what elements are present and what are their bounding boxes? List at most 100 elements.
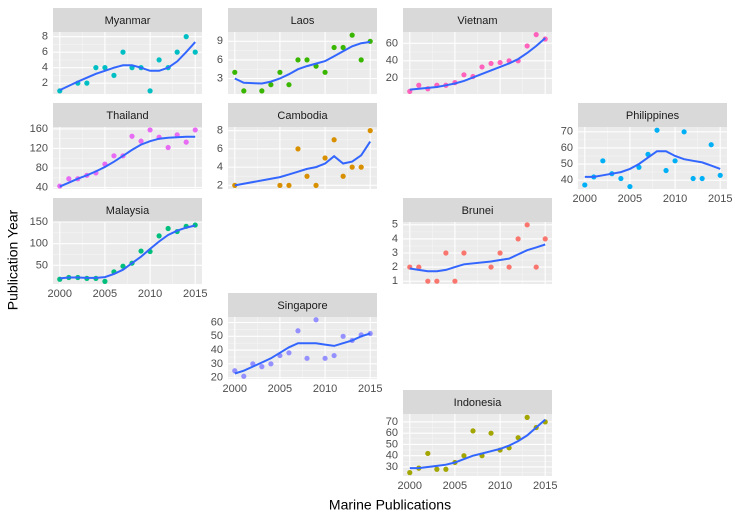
point: [331, 44, 337, 51]
point: [699, 175, 705, 182]
point: [174, 132, 180, 138]
y-tick-label: 5: [392, 219, 398, 231]
point: [120, 49, 126, 55]
point: [147, 127, 153, 133]
y-tick-label: 80: [36, 162, 48, 174]
point: [524, 43, 530, 49]
strip-bg: [403, 198, 552, 222]
point: [111, 72, 117, 78]
point: [322, 355, 328, 361]
point: [627, 183, 633, 190]
x-tick-label: 2000: [223, 383, 247, 395]
panel: Myanmar 2 4 6 8: [42, 8, 202, 94]
point: [479, 64, 485, 70]
point: [295, 328, 301, 334]
point: [340, 44, 346, 51]
strip-bg: [578, 103, 727, 127]
x-tick-label: 2000: [48, 288, 72, 300]
point: [425, 278, 431, 284]
x-tick-label: 2005: [443, 480, 467, 492]
strip-bg: [53, 8, 202, 32]
point: [681, 129, 687, 135]
y-tick-label: 100: [30, 238, 48, 250]
point: [241, 88, 247, 94]
point: [690, 175, 696, 182]
x-tick-label: 2000: [398, 480, 422, 492]
x-axis-title: Marine Publications: [329, 497, 451, 513]
x-tick-label: 2015: [183, 288, 207, 300]
point: [533, 32, 539, 38]
point: [156, 57, 162, 63]
strip-bg: [403, 8, 552, 32]
point: [349, 164, 355, 170]
point: [313, 317, 319, 323]
point: [259, 88, 265, 94]
x-tick-label: 2000: [573, 193, 597, 205]
strip-bg: [403, 390, 552, 414]
point: [322, 69, 328, 75]
point: [488, 264, 494, 270]
strip-bg: [228, 8, 377, 32]
y-tick-label: 40: [386, 450, 398, 462]
y-tick-label: 60: [561, 142, 573, 154]
panel: Malaysia 50 100 150 2000 2005 2010 2015: [30, 198, 207, 300]
y-tick-label: 6: [217, 54, 223, 66]
point: [434, 466, 440, 472]
point: [192, 49, 198, 55]
point: [129, 133, 135, 139]
strip-label: Laos: [291, 15, 315, 27]
y-tick-label: 60: [386, 427, 398, 439]
point: [515, 435, 521, 441]
point: [102, 278, 108, 284]
fit-line: [234, 40, 371, 85]
strip-label: Philippines: [626, 110, 680, 122]
point: [165, 225, 171, 232]
fit-line: [59, 224, 196, 280]
point: [618, 175, 624, 182]
x-tick-label: 2015: [533, 480, 557, 492]
y-tick-label: 40: [36, 181, 48, 193]
point: [582, 182, 588, 188]
point: [120, 263, 126, 269]
point: [452, 278, 458, 284]
strip-bg: [228, 103, 377, 127]
y-tick-label: 40: [386, 55, 398, 67]
fit-line: [409, 37, 546, 91]
y-tick-label: 50: [386, 438, 398, 450]
point: [497, 59, 503, 66]
point: [672, 158, 678, 164]
y-tick-label: 3: [217, 72, 223, 84]
panel: Laos 3 6 9: [217, 8, 377, 94]
y-tick-label: 9: [217, 35, 223, 47]
point: [340, 333, 346, 339]
x-tick-label: 2015: [708, 193, 732, 205]
point: [358, 57, 364, 63]
point: [349, 32, 355, 38]
strip-bg: [53, 198, 202, 222]
point: [470, 428, 476, 434]
y-tick-label: 20: [386, 72, 398, 84]
y-tick-label: 4: [392, 233, 398, 245]
fit-line: [409, 418, 546, 470]
point: [183, 139, 189, 145]
x-tick-label: 2010: [488, 480, 512, 492]
strip-label: Singapore: [277, 300, 327, 312]
y-tick-label: 70: [386, 416, 398, 428]
fit-line: [409, 243, 546, 273]
y-tick-label: 6: [217, 143, 223, 155]
y-tick-label: 4: [42, 62, 48, 74]
y-tick-label: 50: [561, 158, 573, 170]
point: [138, 248, 144, 254]
point: [461, 72, 467, 78]
point: [268, 82, 274, 88]
point: [331, 137, 337, 143]
point: [461, 453, 467, 459]
point: [183, 34, 189, 40]
y-tick-label: 2: [42, 77, 48, 89]
point: [241, 373, 247, 379]
point: [488, 60, 494, 67]
point: [138, 138, 144, 144]
point: [286, 182, 292, 188]
y-tick-label: 3: [392, 247, 398, 259]
point: [304, 57, 310, 63]
